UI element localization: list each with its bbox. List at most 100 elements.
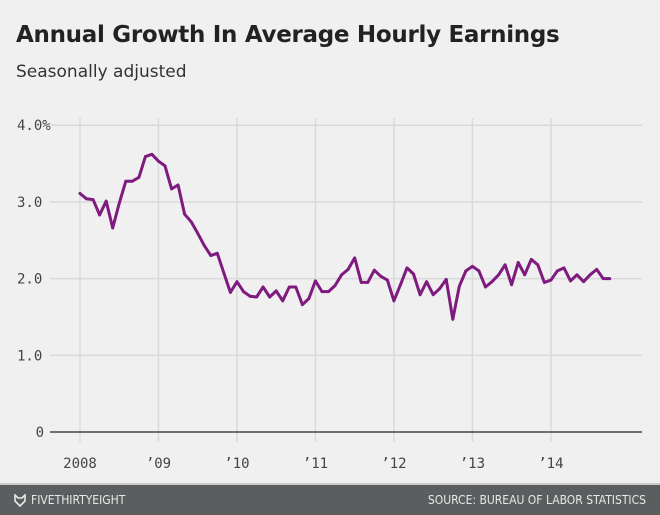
y-tick-label: 0 (36, 425, 44, 441)
data-point (588, 273, 592, 277)
data-point (202, 244, 206, 248)
x-tick-label: ’13 (460, 456, 485, 472)
x-tick-label: ’11 (303, 456, 328, 472)
data-point (287, 285, 291, 289)
data-point (372, 268, 376, 272)
data-point (242, 290, 245, 294)
data-point (268, 295, 272, 299)
data-point (333, 284, 337, 287)
x-tick-label: 2008 (63, 456, 97, 472)
data-point (320, 290, 324, 294)
data-point (510, 283, 514, 287)
data-point (484, 285, 487, 289)
chart-subtitle: Seasonally adjusted (16, 62, 187, 82)
data-point (170, 187, 173, 191)
data-point (111, 226, 115, 230)
data-point (281, 299, 285, 303)
data-point (497, 273, 500, 277)
data-point (248, 294, 252, 298)
data-point (601, 277, 605, 280)
data-point (307, 297, 311, 300)
data-point (457, 284, 461, 288)
data-point (418, 293, 422, 297)
data-point (157, 159, 160, 163)
x-tick-label: ’10 (224, 456, 249, 472)
data-point (124, 179, 128, 183)
data-point (556, 269, 559, 273)
data-point (471, 264, 474, 268)
data-point (91, 198, 95, 201)
data-point (274, 289, 278, 293)
y-tick-label: 1.0 (17, 348, 42, 364)
data-point (536, 263, 540, 267)
data-point (300, 303, 304, 307)
data-point (431, 293, 435, 297)
data-point (569, 279, 572, 283)
data-point (235, 280, 239, 284)
data-point (150, 152, 154, 156)
data-point (582, 280, 585, 284)
data-point (608, 277, 612, 280)
data-point (529, 258, 533, 261)
data-point (117, 202, 121, 205)
data-point (464, 269, 468, 273)
y-tick-label: 3.0 (17, 195, 42, 211)
chart-title: Annual Growth In Average Hourly Earnings (16, 22, 560, 48)
data-point (255, 295, 258, 299)
data-point (562, 266, 566, 270)
data-point (353, 256, 357, 260)
data-point (144, 155, 147, 159)
x-tick-label: ’09 (146, 456, 171, 472)
data-point (549, 278, 553, 282)
data-point (215, 251, 219, 255)
data-point (412, 272, 415, 276)
data-point (444, 277, 448, 281)
data-point (595, 267, 599, 271)
brand-name: FIVETHIRTYEIGHT (31, 493, 126, 507)
data-point (294, 285, 298, 289)
y-tick-label: 2.0 (17, 272, 42, 288)
data-point (477, 269, 481, 273)
data-point (327, 290, 330, 294)
footer: FIVETHIRTYEIGHT SOURCE: BUREAU OF LABOR … (0, 483, 660, 515)
earnings-growth-line (78, 152, 612, 321)
data-point (130, 179, 134, 183)
data-point (425, 280, 429, 284)
data-point (314, 279, 317, 283)
data-point (104, 199, 108, 203)
data-point (346, 267, 350, 271)
x-tick-label: ’12 (381, 456, 406, 472)
data-point (78, 192, 82, 195)
data-point (516, 261, 520, 264)
data-point (379, 274, 383, 278)
data-point (451, 317, 455, 321)
source-note: SOURCE: BUREAU OF LABOR STATISTICS (427, 493, 646, 507)
data-point (392, 299, 396, 303)
brand[interactable]: FIVETHIRTYEIGHT (14, 493, 125, 507)
fox-logo-icon (14, 493, 26, 507)
data-point (575, 273, 579, 277)
data-point (490, 280, 494, 284)
data-point (137, 175, 141, 179)
data-point (438, 287, 442, 290)
data-point (405, 266, 409, 270)
data-point (229, 291, 232, 294)
data-points (78, 152, 612, 321)
data-point (359, 281, 363, 284)
data-point (222, 271, 226, 275)
line-chart: 2008 ’09 ’10 ’11 ’12 ’13 ’14 0 1.0 2.0 3.0 4.0% (17, 118, 642, 472)
data-point (340, 273, 343, 277)
data-point (189, 220, 193, 224)
data-point (385, 278, 389, 282)
data-point (209, 254, 213, 257)
data-point (503, 263, 507, 267)
data-point (85, 197, 88, 201)
data-point (163, 164, 167, 168)
data-point (176, 183, 180, 187)
data-point (98, 213, 102, 217)
x-tick-label: ’14 (538, 456, 563, 472)
data-point (399, 283, 402, 287)
y-tick-label: 4.0% (17, 118, 51, 134)
data-point (196, 231, 200, 235)
data-point (542, 281, 546, 284)
